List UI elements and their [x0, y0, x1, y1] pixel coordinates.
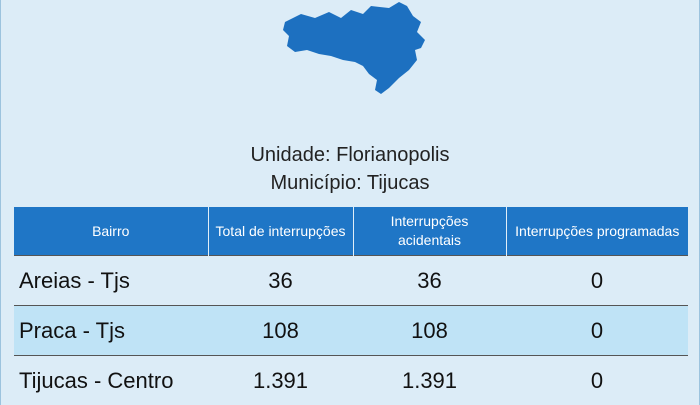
column-header: Interrupções acidentais — [353, 207, 507, 256]
table-cell: 0 — [506, 305, 688, 356]
table-row: Areias - Tjs 36 36 0 — [14, 255, 688, 306]
state-map — [283, 2, 425, 94]
table-row: Praca - Tjs 108 108 0 — [14, 305, 688, 356]
data-table: Bairro Total de interrupções Interrupções … — [14, 207, 688, 405]
map-shape — [283, 2, 425, 94]
table-cell: 108 — [208, 305, 353, 356]
unit-title: Unidade: Florianopolis — [250, 144, 450, 166]
column-header: Total de interrupções — [208, 207, 354, 256]
table-cell: 0 — [506, 355, 688, 405]
municipality-title: Município: Tijucas — [270, 172, 430, 194]
table-cell: 36 — [208, 255, 353, 306]
table-cell: 36 — [353, 255, 506, 306]
table-cell: Praca - Tjs — [14, 305, 208, 356]
header-row: Bairro Total de interrupções Interrupções … — [14, 207, 688, 256]
column-header: Interrupções programadas — [506, 207, 688, 256]
table-body: Areias - Tjs 36 36 0 Praca - Tjs 108 108 0 Tijuc… — [14, 255, 688, 405]
table-cell: 1.391 — [208, 355, 353, 405]
column-header: Bairro — [14, 207, 209, 256]
table-cell: 108 — [353, 305, 506, 356]
table-cell: 1.391 — [353, 355, 506, 405]
table-row: Tijucas - Centro 1.391 1.391 0 — [14, 355, 688, 405]
table-cell: Tijucas - Centro — [14, 355, 208, 405]
table-cell: 0 — [506, 255, 688, 306]
table-cell: Areias - Tjs — [14, 255, 208, 306]
